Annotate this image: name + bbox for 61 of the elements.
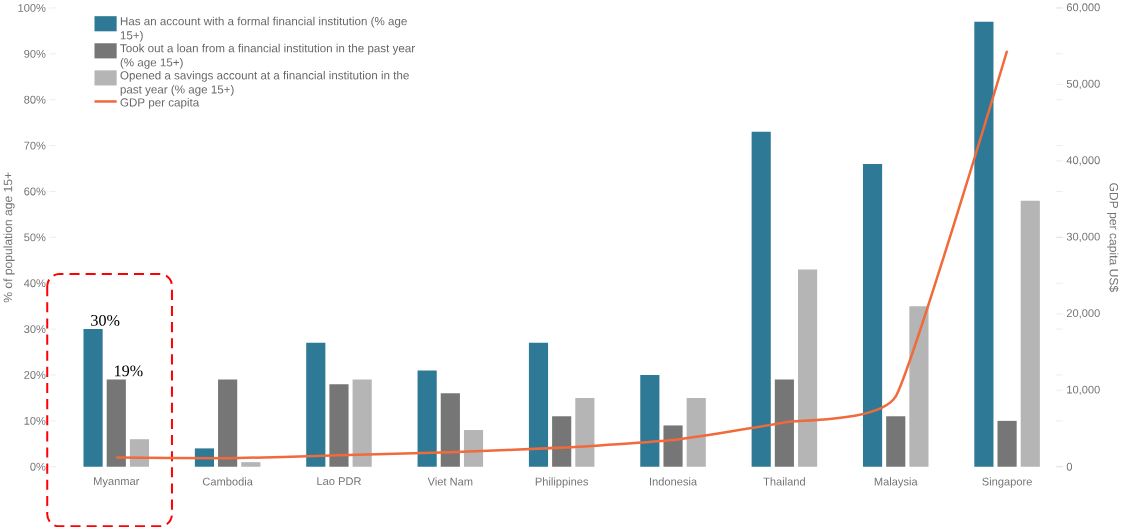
bar [352,379,372,467]
bar [862,163,883,467]
legend-label: GDP per capita [120,97,200,109]
bar [1020,200,1040,467]
x-tick-label: Myanmar [94,477,140,488]
bar [974,21,994,467]
y2-tick-label: 60,000 [1066,3,1100,13]
x-tick-label: Indonesia [650,477,698,486]
bar [909,305,929,467]
y2-axis-title: GDP per capita US$ [1107,182,1119,292]
bar [997,420,1017,467]
legend-label: Has an account with a formal financial institution (% age 15+) [120,16,407,42]
y2-tick-label: 0 [1066,462,1073,471]
bar [663,425,683,467]
y-tick-label: 40% [23,279,46,287]
y-axis-title: % of population age 15+ [3,172,15,303]
bar [440,393,460,467]
y2-tick-label: 40,000 [1066,156,1100,166]
x-tick-label: Philippines [535,477,589,488]
bar [640,374,660,467]
annotation: 19% [115,365,143,377]
y-tick-label: 20% [24,370,46,379]
x-tick-label: Thailand [763,477,805,486]
bar [417,370,437,467]
bar [106,379,126,467]
annotation: 30% [91,314,120,326]
x-tick-label: Viet Nam [427,477,473,486]
bar [528,342,549,467]
y-tick-label: 50% [24,233,46,242]
y-tick-label: 90% [24,49,46,58]
bar [329,383,349,467]
bar [774,379,794,467]
bar [798,269,818,467]
x-tick-label: Singapore [982,477,1032,488]
y-tick-label: 10% [24,416,46,425]
y2-tick-label: 30,000 [1066,232,1100,242]
bar [241,461,261,467]
x-tick-label: Lao PDR [317,477,361,485]
y2-tick-label: 50,000 [1066,79,1100,89]
bar [463,429,484,467]
y-tick-label: 100% [18,3,46,12]
y-tick-label: 60% [24,187,46,196]
bar [83,328,103,467]
legend-label: Took out a loan from a financial institution in the past year (% age 15+) [120,43,415,69]
y-tick-label: 30% [24,325,46,333]
y2-tick-label: 20,000 [1066,309,1100,319]
bar [306,342,326,467]
legend-label: Opened a savings account at a financial institution in the past year (% age 15+) [120,70,409,96]
y-tick-label: 80% [24,95,46,104]
bar [129,439,150,467]
bar [552,416,572,467]
bar [575,397,595,467]
x-tick-label: Malaysia [874,477,918,488]
bar [686,397,706,467]
y-tick-label: 70% [24,141,46,150]
bar [886,416,906,467]
y-tick-label: 0% [30,462,46,471]
y2-tick-label: 10,000 [1067,385,1100,395]
bar [751,131,771,467]
bar [218,379,238,467]
x-tick-label: Cambodia [202,477,253,486]
